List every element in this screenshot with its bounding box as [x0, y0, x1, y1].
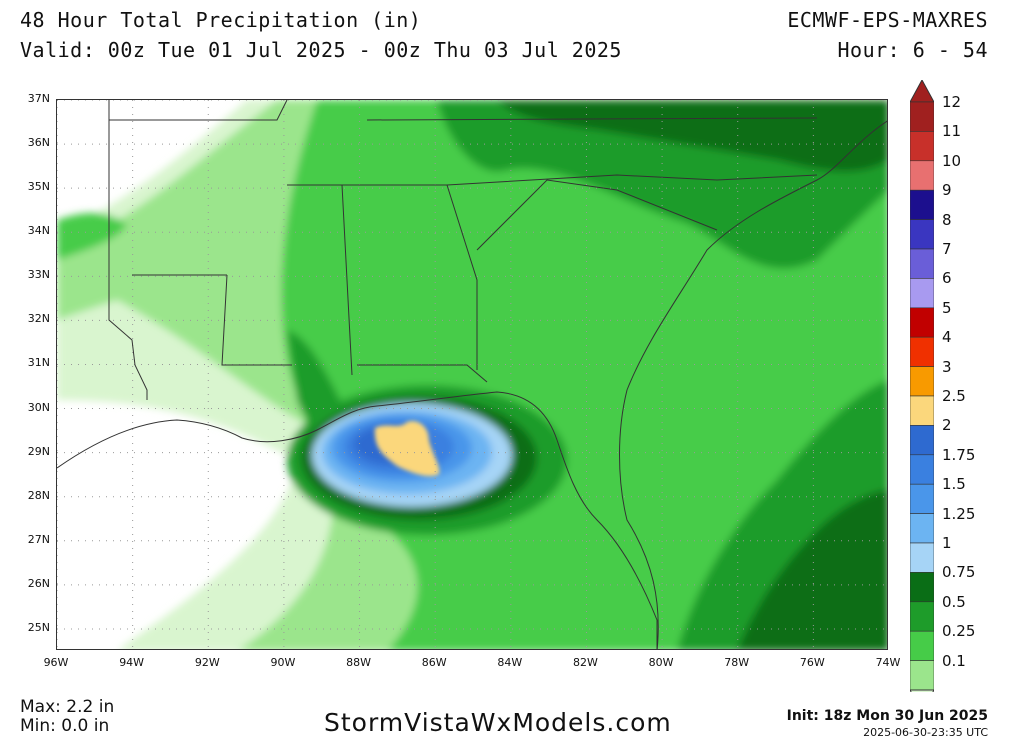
- lat-label: 32N: [27, 312, 50, 326]
- legend-label: 2.5: [942, 387, 966, 405]
- legend-swatch: [909, 101, 935, 132]
- max-value: Max: 2.2 in: [20, 697, 115, 717]
- lat-label: 30N: [27, 400, 50, 414]
- lon-label: 88W: [346, 656, 371, 669]
- valid-period: Valid: 00z Tue 01 Jul 2025 - 00z Thu 03 …: [20, 38, 622, 62]
- legend-label: 1.5: [942, 475, 966, 494]
- init-time: Init: 18z Mon 30 Jun 2025: [786, 708, 988, 724]
- forecast-hours: Hour: 6 - 54: [837, 38, 988, 62]
- generated-timestamp: 2025-06-30-23:35 UTC: [863, 726, 988, 739]
- legend-label: 9: [942, 181, 952, 200]
- legend-swatch: [909, 601, 935, 632]
- legend-swatch: [909, 131, 935, 162]
- max-min-values: Max: 2.2 in Min: 0.0 in: [20, 698, 114, 736]
- legend-swatch: [909, 630, 935, 661]
- lon-label: 78W: [724, 656, 750, 669]
- lat-label: 36N: [27, 136, 50, 150]
- legend-label: 8: [942, 210, 952, 229]
- legend-label: 4: [942, 328, 952, 347]
- legend-swatch: [909, 307, 935, 338]
- legend-swatch: [909, 572, 935, 603]
- legend-label: 6: [942, 269, 952, 288]
- lat-label: 29N: [27, 444, 50, 458]
- chart-title: 48 Hour Total Precipitation (in): [20, 8, 422, 32]
- lat-lon-grid: [57, 100, 887, 649]
- lon-label: 76W: [799, 656, 825, 669]
- lat-label: 37N: [27, 92, 50, 105]
- legend-label: 7: [942, 240, 952, 258]
- min-value: Min: 0.0 in: [20, 716, 110, 736]
- precip-fields: [57, 100, 887, 649]
- lat-label: 34N: [27, 224, 50, 238]
- lon-label: 80W: [648, 656, 674, 669]
- color-legend: [909, 78, 935, 714]
- legend-label: 2: [942, 416, 952, 435]
- legend-swatch: [909, 483, 935, 514]
- lon-label: 86W: [421, 656, 447, 669]
- legend-swatch: [909, 395, 935, 426]
- legend-swatch: [909, 425, 935, 456]
- legend-top-arrow: [909, 78, 935, 103]
- lat-label: 25N: [27, 620, 50, 634]
- legend-label: 0.75: [942, 563, 976, 582]
- legend-swatch: [909, 513, 935, 544]
- legend-swatch: [909, 660, 935, 691]
- lon-label: 82W: [573, 656, 598, 669]
- legend-label: 1.25: [942, 504, 976, 523]
- legend-swatch: [909, 248, 935, 279]
- lat-label: 35N: [27, 180, 50, 194]
- lon-label: 90W: [270, 656, 296, 669]
- legend-swatch: [909, 278, 935, 309]
- lat-label: 31N: [27, 356, 50, 370]
- coastline-borders: [57, 100, 887, 649]
- lon-label: 74W: [875, 656, 901, 669]
- legend-swatch: [909, 189, 935, 220]
- legend-label: 10: [942, 151, 962, 170]
- map-canvas: [57, 100, 887, 649]
- legend-label: 1.75: [942, 445, 976, 464]
- max-precip-core: [374, 420, 440, 477]
- legend-label: 3: [942, 357, 952, 376]
- lat-label: 33N: [27, 268, 50, 282]
- lat-label: 27N: [27, 532, 50, 546]
- precip-map: [56, 99, 888, 650]
- lon-label: 94W: [119, 656, 145, 669]
- legend-swatch: [909, 366, 935, 397]
- legend-label: 5: [942, 298, 952, 317]
- legend-label: 1: [942, 534, 952, 552]
- legend-bottom-arrow: [909, 689, 935, 714]
- site-watermark: StormVistaWxModels.com: [324, 708, 672, 737]
- legend-label: 0.25: [942, 622, 976, 641]
- model-name: ECMWF-EPS-MAXRES: [787, 8, 988, 32]
- legend-label: 11: [942, 122, 962, 141]
- legend-swatch: [909, 454, 935, 485]
- legend-label: 0.5: [942, 592, 966, 611]
- legend-bar: [909, 78, 935, 714]
- legend-swatch: [909, 219, 935, 250]
- lon-label: 84W: [497, 656, 523, 669]
- lon-label: 96W: [43, 656, 69, 669]
- legend-label: 12: [942, 93, 962, 111]
- legend-label: 0.1: [942, 651, 966, 670]
- legend-swatch: [909, 336, 935, 367]
- legend-swatch: [909, 542, 935, 573]
- lat-label: 26N: [27, 576, 50, 590]
- legend-swatch: [909, 160, 935, 191]
- lat-label: 28N: [27, 488, 50, 502]
- lon-label: 92W: [194, 656, 220, 669]
